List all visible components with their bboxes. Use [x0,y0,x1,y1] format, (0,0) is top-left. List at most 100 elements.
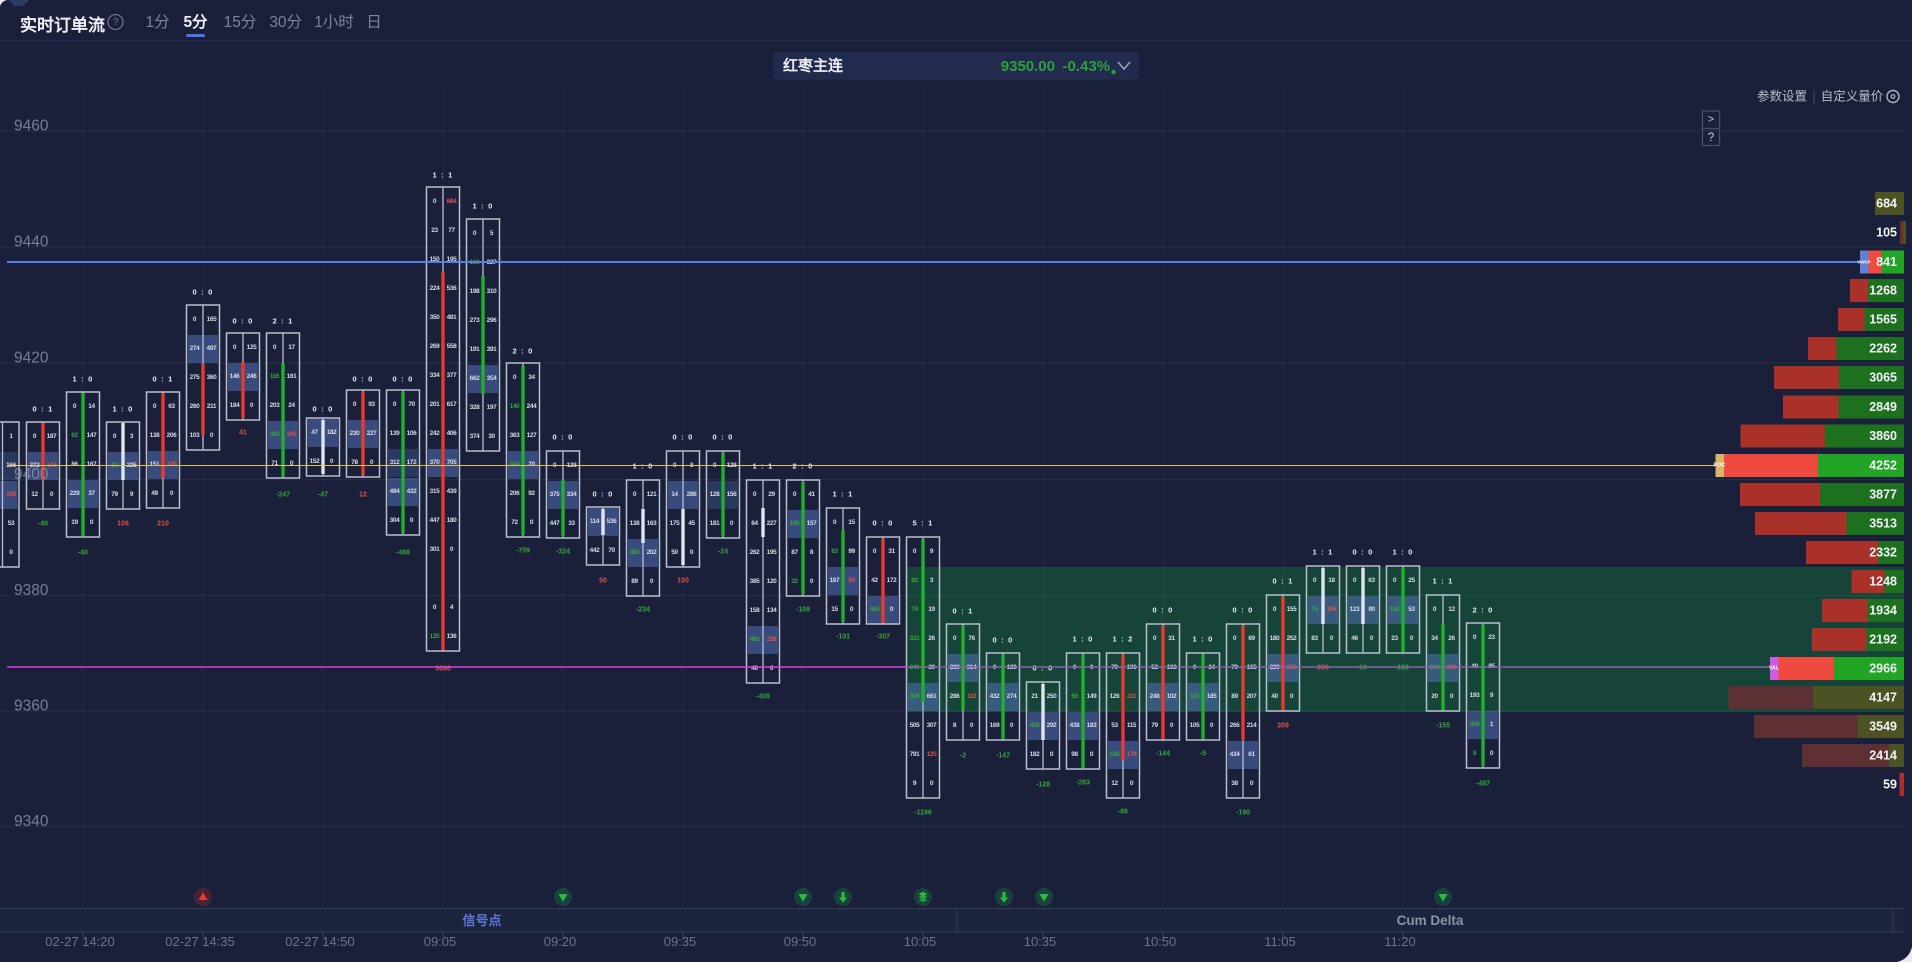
svg-text:0 : 0: 0 : 0 [592,490,613,499]
svg-text:350: 350 [430,314,440,321]
svg-text:224: 224 [430,285,440,292]
svg-text:0: 0 [1433,606,1437,613]
svg-text:70: 70 [528,461,535,468]
svg-text:211: 211 [1127,693,1137,700]
svg-text:447: 447 [550,520,560,527]
svg-text:0: 0 [913,548,917,555]
svg-text:275: 275 [190,374,200,381]
svg-text:0: 0 [833,519,837,526]
svg-text:0: 0 [1050,751,1054,758]
svg-text:165: 165 [207,316,217,323]
svg-text:315: 315 [430,488,440,495]
svg-text:1 : 0: 1 : 0 [1392,548,1413,557]
svg-text:63: 63 [1368,577,1375,584]
svg-text:536: 536 [607,518,617,525]
svg-text:0: 0 [953,635,957,642]
svg-text:447: 447 [430,517,440,524]
svg-text:468: 468 [870,606,880,613]
svg-text:116: 116 [270,373,280,380]
svg-text:172: 172 [887,577,897,584]
svg-text:53: 53 [8,520,15,527]
svg-text:-109: -109 [796,607,810,614]
svg-text:2192: 2192 [1869,633,1897,647]
svg-text:307: 307 [927,722,937,729]
svg-text:0 : 1: 0 : 1 [32,405,53,414]
svg-text:662: 662 [470,375,480,382]
svg-text:1934: 1934 [1869,604,1897,618]
svg-text:0 : 0: 0 : 0 [312,405,333,414]
svg-text:0: 0 [850,606,854,613]
svg-text:77: 77 [448,227,455,234]
svg-text:214: 214 [1247,722,1257,729]
svg-text:32: 32 [791,578,798,585]
svg-text:18: 18 [1328,577,1335,584]
svg-text:5 : 1: 5 : 1 [912,519,933,528]
svg-text:日: 日 [366,14,382,31]
svg-text:158: 158 [1390,606,1400,613]
svg-text:37: 37 [88,490,95,497]
svg-text:14: 14 [671,491,678,498]
svg-text:0: 0 [330,458,334,465]
svg-text:161: 161 [287,373,297,380]
svg-text:26: 26 [928,635,935,642]
svg-text:0: 0 [193,316,197,323]
svg-text:206: 206 [167,432,177,439]
svg-text:-101: -101 [836,634,850,641]
svg-text:202: 202 [647,549,657,556]
svg-text:242: 242 [430,430,440,437]
svg-text:?: ? [113,17,119,28]
svg-text:-86: -86 [1118,809,1128,816]
svg-text:128: 128 [710,491,720,498]
svg-text:206: 206 [510,490,520,497]
svg-text:203: 203 [270,402,280,409]
svg-text:169: 169 [990,722,1000,729]
svg-text:90: 90 [1368,606,1375,613]
svg-text:125: 125 [247,344,257,351]
svg-text:34: 34 [528,374,535,381]
svg-text:70: 70 [608,547,615,554]
svg-text:105: 105 [6,491,16,498]
svg-text:304: 304 [390,517,400,524]
svg-text:9: 9 [930,548,934,555]
svg-text:23: 23 [1391,635,1398,642]
svg-text:0 : 0: 0 : 0 [352,375,373,384]
svg-text:23: 23 [431,227,438,234]
svg-text:0: 0 [1313,577,1317,584]
svg-text:0 : 0: 0 : 0 [872,519,893,528]
svg-text:536: 536 [447,285,457,292]
svg-text:252: 252 [1287,635,1297,642]
svg-text:661: 661 [927,693,937,700]
svg-text:0: 0 [970,722,974,729]
svg-text:-409: -409 [756,694,770,701]
svg-text:227: 227 [767,520,777,527]
svg-text:481: 481 [447,314,457,321]
svg-text:138: 138 [150,432,160,439]
svg-text:106: 106 [407,430,417,437]
svg-text:24: 24 [288,402,295,409]
svg-text:0: 0 [473,230,477,237]
svg-text:0: 0 [1370,635,1374,642]
svg-text:9350.00: 9350.00 [1001,58,1055,75]
svg-text:262: 262 [750,549,760,556]
svg-text:211: 211 [207,403,217,410]
svg-text:439: 439 [447,488,457,495]
svg-text:74: 74 [911,606,918,613]
svg-text:4252: 4252 [1869,459,1897,473]
svg-text:260: 260 [190,403,200,410]
svg-text:182: 182 [1030,751,1040,758]
svg-text:0: 0 [1273,606,1277,613]
svg-text:1: 1 [9,433,13,440]
svg-text:301: 301 [430,546,440,553]
svg-text:100: 100 [677,578,689,585]
svg-text:229: 229 [70,490,80,497]
svg-text:155: 155 [1287,606,1297,613]
svg-text:02-27 14:20: 02-27 14:20 [45,934,114,949]
svg-text:183: 183 [1087,722,1097,729]
svg-text:53: 53 [1408,606,1415,613]
svg-text:432: 432 [407,488,417,495]
svg-text:-1196: -1196 [914,810,932,817]
svg-text:110: 110 [967,693,977,700]
svg-text:195: 195 [447,256,457,263]
svg-text:0: 0 [650,578,654,585]
svg-text:31: 31 [1168,635,1175,642]
